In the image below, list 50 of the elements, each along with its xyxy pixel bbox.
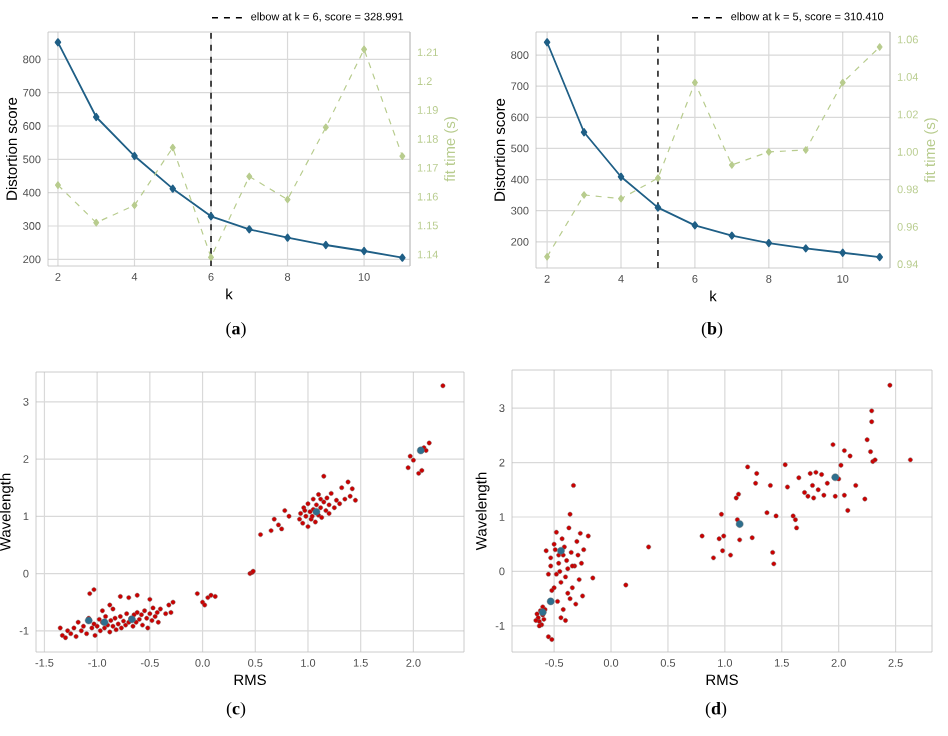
point [246, 172, 253, 181]
point [765, 148, 772, 156]
point [131, 151, 138, 161]
point [802, 146, 809, 154]
point [543, 38, 551, 47]
text: (a) [226, 321, 246, 339]
text: (b) [701, 321, 723, 339]
point [546, 597, 555, 606]
point [544, 252, 551, 261]
point [654, 203, 662, 212]
point [312, 507, 321, 516]
point [92, 112, 100, 122]
point [691, 221, 699, 230]
point [831, 473, 840, 482]
point [839, 248, 847, 257]
point [581, 191, 588, 199]
point [802, 244, 810, 253]
point [322, 123, 329, 132]
point [580, 128, 588, 137]
point [360, 246, 368, 256]
point [876, 43, 883, 51]
point [618, 194, 624, 203]
point [207, 212, 215, 221]
point [93, 218, 100, 227]
point [417, 446, 425, 455]
point [322, 240, 330, 250]
text: (c) [226, 701, 246, 719]
point [399, 253, 406, 262]
point [208, 253, 215, 262]
point [876, 253, 883, 262]
point [557, 546, 565, 555]
point [169, 143, 176, 152]
point [617, 172, 625, 181]
point [54, 38, 62, 47]
point [728, 231, 736, 240]
point [284, 233, 291, 242]
text: (d) [705, 701, 727, 719]
point [54, 181, 61, 189]
point [728, 161, 735, 169]
point [399, 152, 406, 160]
point [735, 520, 744, 528]
point [765, 239, 773, 248]
point [839, 78, 846, 87]
point [361, 45, 368, 54]
point [245, 225, 253, 234]
point [131, 201, 138, 210]
point [654, 174, 661, 182]
point [284, 195, 291, 204]
point [169, 184, 177, 193]
point [691, 78, 698, 87]
